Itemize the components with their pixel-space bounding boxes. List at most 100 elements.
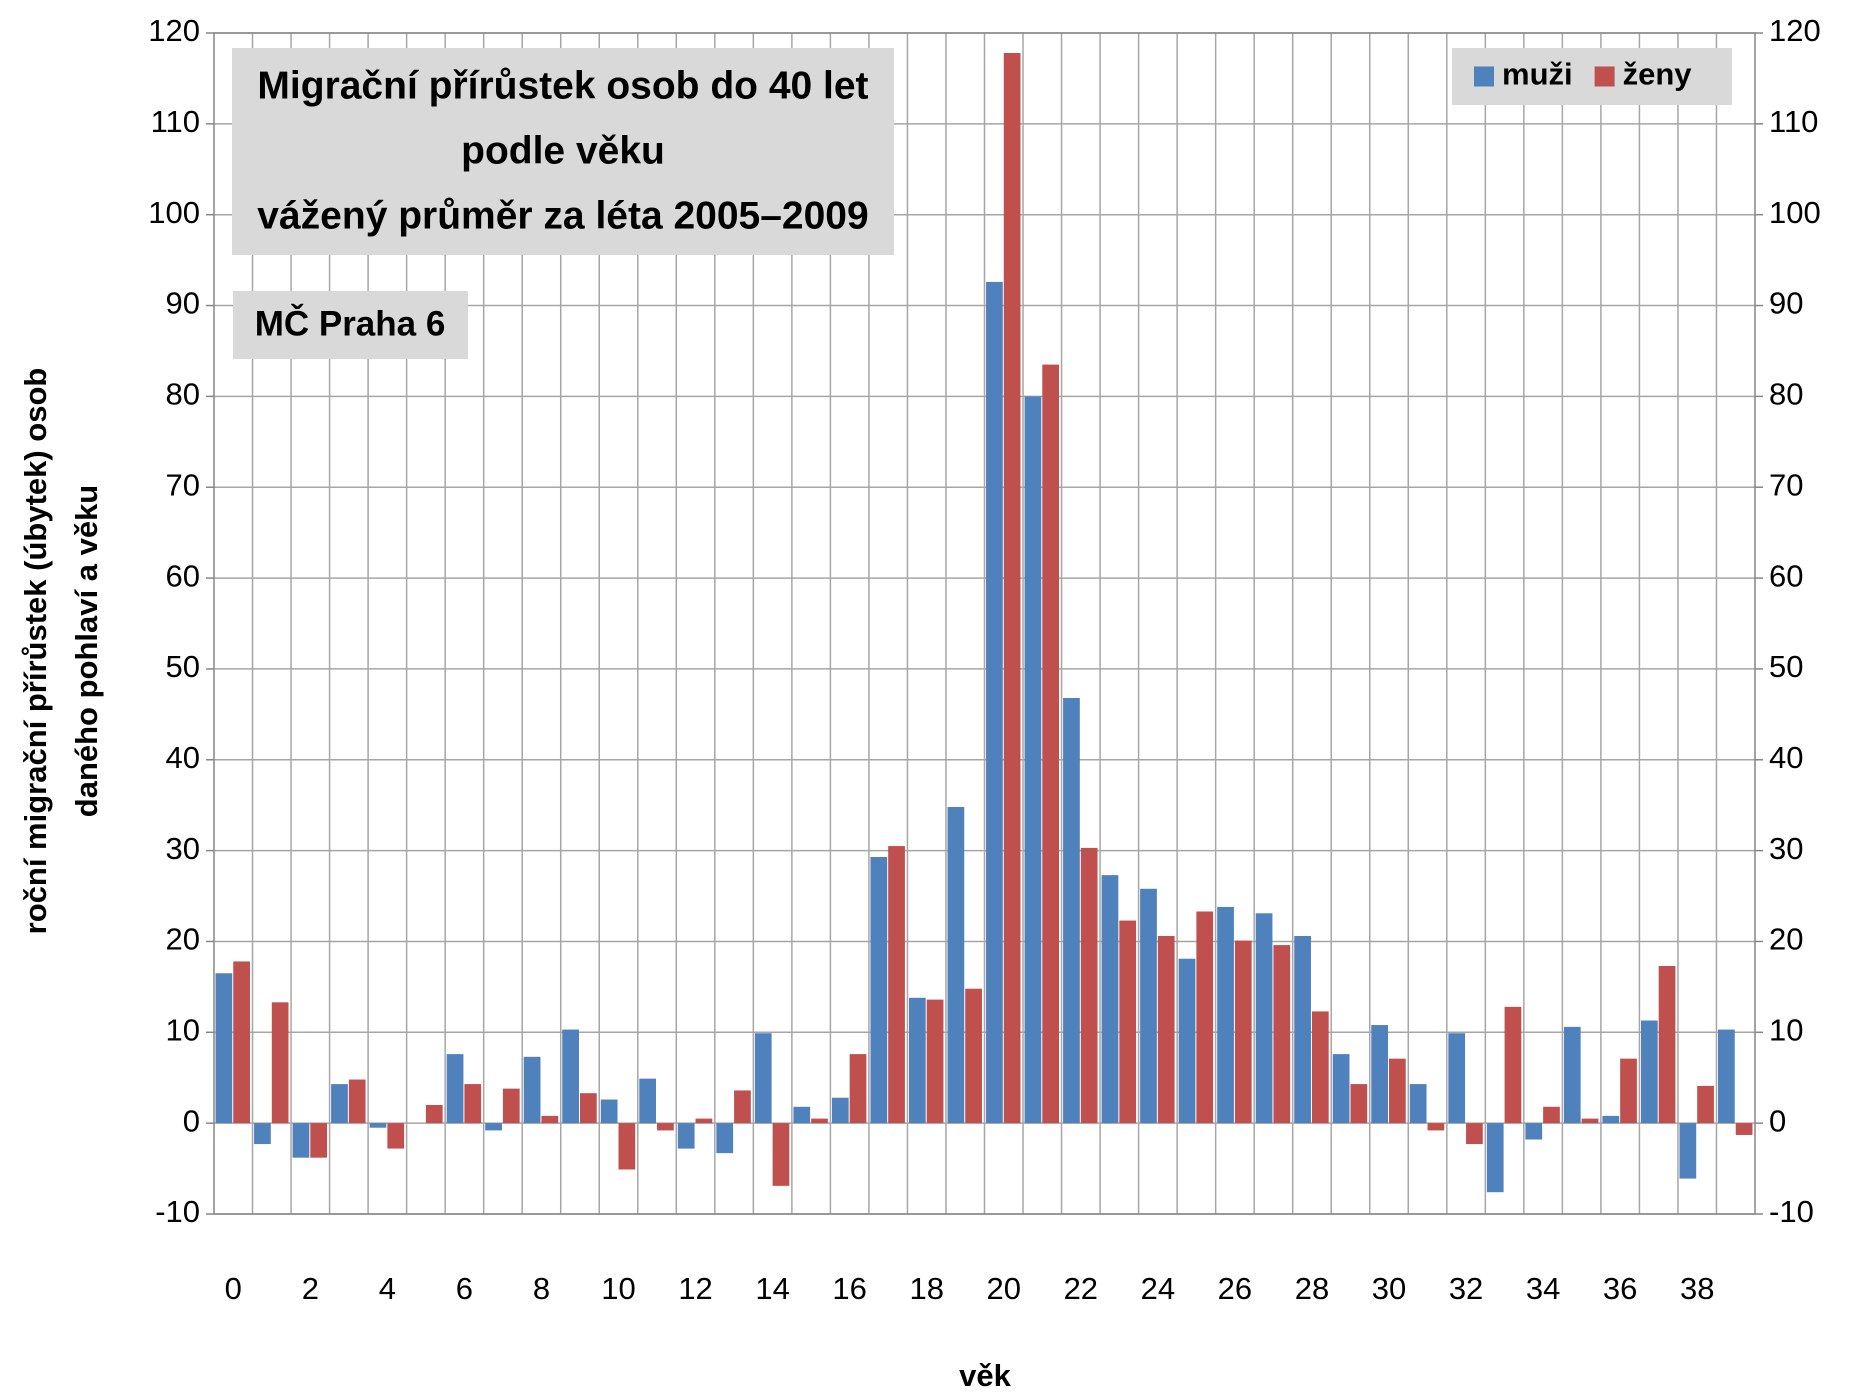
y-tick-label: 120 (148, 13, 200, 48)
title-box (232, 48, 894, 255)
x-tick-label: 0 (225, 1271, 242, 1306)
x-tick-label: 14 (755, 1271, 789, 1306)
y-tick-label: 10 (166, 1012, 200, 1047)
bar (562, 1029, 579, 1124)
bar (523, 1056, 541, 1124)
x-tick-label: 22 (1064, 1271, 1098, 1306)
x-tick-label: 28 (1295, 1271, 1329, 1306)
bar (811, 1118, 828, 1124)
bar (1620, 1058, 1637, 1124)
bar (446, 1054, 464, 1124)
bar (1294, 936, 1311, 1124)
bar (1350, 1084, 1368, 1124)
bars: 0 2 4 6 8 10 12 14 16 18 20 22 24 26 28 30 32 34 36 38 (215, 52, 1753, 1306)
y2-tick-label: 80 (1769, 377, 1803, 412)
y2-tick-label: 110 (1769, 104, 1818, 139)
bar (1448, 1033, 1466, 1124)
bar (233, 961, 250, 1124)
chart-subtitle: MČ Praha 6 (255, 303, 446, 343)
y-tick-label: 30 (166, 831, 200, 866)
bar (1563, 1026, 1581, 1124)
chart-title: podle věku (461, 129, 665, 172)
legend-box (1452, 48, 1732, 105)
y-tick-label: 60 (166, 558, 200, 593)
bar (600, 1099, 618, 1124)
bar (1003, 52, 1021, 1124)
bar (1504, 1006, 1522, 1124)
x-axis-label: věk (959, 1358, 1011, 1393)
x-tick-label: 32 (1449, 1271, 1483, 1306)
bar (387, 1123, 405, 1149)
bar (1273, 945, 1291, 1124)
bar (1640, 1020, 1658, 1124)
bar (793, 1106, 811, 1124)
bar (1063, 697, 1080, 1124)
chart-title: Migrační přírůstek osob do 40 let (257, 64, 868, 107)
y2-tick-label: 30 (1769, 831, 1803, 866)
bar (1042, 364, 1060, 1124)
bar (1255, 913, 1273, 1124)
y2-tick-label: 50 (1769, 649, 1803, 684)
bar (1371, 1025, 1389, 1124)
bar (464, 1084, 482, 1124)
x-tick-label: 26 (1218, 1271, 1252, 1306)
subtitle-box (233, 291, 468, 359)
bar (734, 1090, 751, 1124)
bar (1157, 936, 1175, 1124)
bar (1196, 911, 1214, 1124)
x-tick-label: 12 (678, 1271, 712, 1306)
bar (1119, 920, 1137, 1124)
bar (1718, 1029, 1735, 1124)
bar (657, 1123, 674, 1131)
y2-tick-label: 120 (1769, 13, 1821, 48)
x-tick-label: 20 (987, 1271, 1021, 1306)
x-tick-label: 38 (1680, 1271, 1714, 1306)
chart-title: vážený průměr za léta 2005–2009 (257, 194, 868, 237)
x-tick-label: 24 (1141, 1271, 1175, 1306)
y-tick-label: 0 (183, 1103, 200, 1138)
y2-tick-label: 20 (1769, 922, 1803, 957)
y-tick-label: 80 (166, 377, 200, 412)
y2-tick-label: 10 (1769, 1012, 1803, 1047)
bar (425, 1104, 443, 1124)
legend-label: ženy (1623, 57, 1693, 92)
annotations: Migrační přírůstek osob do 40 let podle … (18, 48, 1012, 1393)
bar (716, 1123, 734, 1154)
x-tick-label: 10 (601, 1271, 635, 1306)
bar (254, 1123, 271, 1145)
bar (1525, 1123, 1543, 1140)
bar (888, 846, 905, 1124)
bar (271, 1002, 289, 1124)
bar (485, 1123, 502, 1131)
bar (331, 1084, 348, 1124)
bar (677, 1123, 695, 1149)
bar (618, 1123, 636, 1170)
bar (908, 997, 926, 1124)
bar (1332, 1054, 1350, 1124)
y2-tick-label: 40 (1769, 740, 1803, 775)
bar (1581, 1118, 1599, 1124)
bar (502, 1088, 520, 1124)
bar (579, 1093, 597, 1124)
bar (1427, 1123, 1445, 1131)
bar (1101, 875, 1119, 1124)
bar (1389, 1058, 1406, 1124)
y-axis-label: roční migrační přírůstek (úbytek) osob (18, 368, 53, 935)
bar (292, 1123, 310, 1158)
bar (1217, 906, 1234, 1124)
legend-swatch (1594, 66, 1615, 87)
x-tick-label: 34 (1526, 1271, 1560, 1306)
bar (965, 988, 982, 1124)
x-tick-label: 16 (832, 1271, 866, 1306)
bar (772, 1123, 790, 1186)
bar (1234, 940, 1252, 1124)
x-tick-label: 2 (302, 1271, 319, 1306)
legend-swatch (1474, 66, 1494, 87)
bar (695, 1118, 713, 1124)
y2-tick-label: -10 (1769, 1194, 1814, 1229)
legend: muži ženy (1452, 48, 1732, 105)
bar (1543, 1106, 1560, 1124)
y-tick-label: 20 (166, 922, 200, 957)
x-tick-label: 8 (533, 1271, 550, 1306)
